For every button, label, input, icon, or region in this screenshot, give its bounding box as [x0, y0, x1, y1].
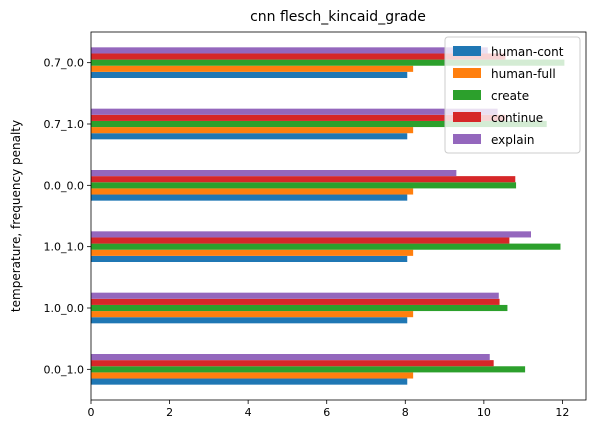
bar-human-cont-0.0_0.0: [91, 194, 408, 201]
bar-create-0.0_1.0: [91, 366, 526, 373]
bar-human-cont-1.0_0.0: [91, 317, 408, 324]
bar-human-cont-0.0_1.0: [91, 378, 408, 385]
bar-continue-0.0_0.0: [91, 176, 516, 183]
bar-explain-0.0_0.0: [91, 170, 457, 177]
legend-label-create: create: [491, 89, 529, 103]
bar-create-1.0_0.0: [91, 304, 508, 312]
plot-frame: [90, 31, 587, 401]
bar-explain-0.0_1.0: [91, 354, 490, 361]
bar-explain-1.0_0.0: [91, 292, 499, 299]
y-tick-label: 1.0_1.0: [44, 241, 85, 254]
bar-human-full-0.7_1.0: [91, 127, 414, 134]
legend-label-explain: explain: [491, 133, 535, 147]
bar-human-full-0.7_0.0: [91, 65, 414, 72]
legend-swatch-human-full: [453, 68, 481, 78]
bar-explain-0.7_0.0: [91, 47, 488, 54]
plot-area: 0 2 4 6 8 10 12 0.0_1.0 1.0_0.0 1.0_1.0 0.0_0.0 0.7…: [44, 31, 587, 419]
legend-box: [444, 36, 581, 154]
y-axis-label: temperature, frequency penalty: [9, 120, 23, 312]
bar-create-0.7_1.0: [91, 120, 547, 128]
legend-label-human-cont: human-cont: [491, 45, 564, 59]
x-tick-label: 2: [166, 406, 173, 419]
bar-human-full-1.0_1.0: [91, 249, 414, 256]
x-tick-label: 0: [88, 406, 95, 419]
y-tick-label: 0.7_0.0: [44, 57, 85, 70]
bar-create-0.0_0.0: [91, 182, 517, 189]
y-tick-label: 0.0_0.0: [44, 179, 85, 192]
x-tick-label: 10: [477, 406, 491, 419]
bar-create-0.7_0.0: [91, 59, 565, 66]
x-tick-label: 6: [323, 406, 330, 419]
bar-explain-0.7_1.0: [91, 108, 498, 115]
bar-continue-1.0_0.0: [91, 298, 500, 305]
bar-human-full-0.0_0.0: [91, 188, 414, 195]
chart-title: cnn flesch_kincaid_grade: [250, 9, 426, 25]
legend-swatch-create: [453, 90, 481, 100]
y-tick-label: 0.7_1.0: [44, 118, 85, 131]
bar-human-cont-0.7_0.0: [91, 71, 408, 78]
bar-explain-1.0_1.0: [91, 231, 531, 238]
legend-swatch-explain: [453, 134, 481, 144]
legend-swatch-human-cont: [453, 46, 481, 56]
bar-continue-0.0_1.0: [91, 360, 494, 367]
bar-create-1.0_1.0: [91, 243, 561, 250]
x-tick-label: 8: [402, 406, 409, 419]
bar-human-full-0.0_1.0: [91, 372, 414, 379]
y-tick-label: 0.0_1.0: [44, 363, 85, 376]
legend-swatch-continue: [453, 112, 481, 122]
bar-human-cont-1.0_1.0: [91, 255, 408, 262]
legend: human-cont human-full create continue explai…: [444, 36, 581, 154]
bar-human-cont-0.7_1.0: [91, 133, 408, 140]
bar-continue-1.0_1.0: [91, 237, 510, 244]
bar-continue-0.7_1.0: [91, 114, 506, 121]
x-tick-label: 4: [245, 406, 252, 419]
bar-continue-0.7_0.0: [91, 53, 506, 60]
x-tick-label: 12: [555, 406, 569, 419]
bar-human-full-1.0_0.0: [91, 311, 414, 318]
legend-label-human-full: human-full: [491, 67, 556, 81]
y-tick-label: 1.0_0.0: [44, 302, 85, 315]
legend-label-continue: continue: [491, 111, 543, 125]
